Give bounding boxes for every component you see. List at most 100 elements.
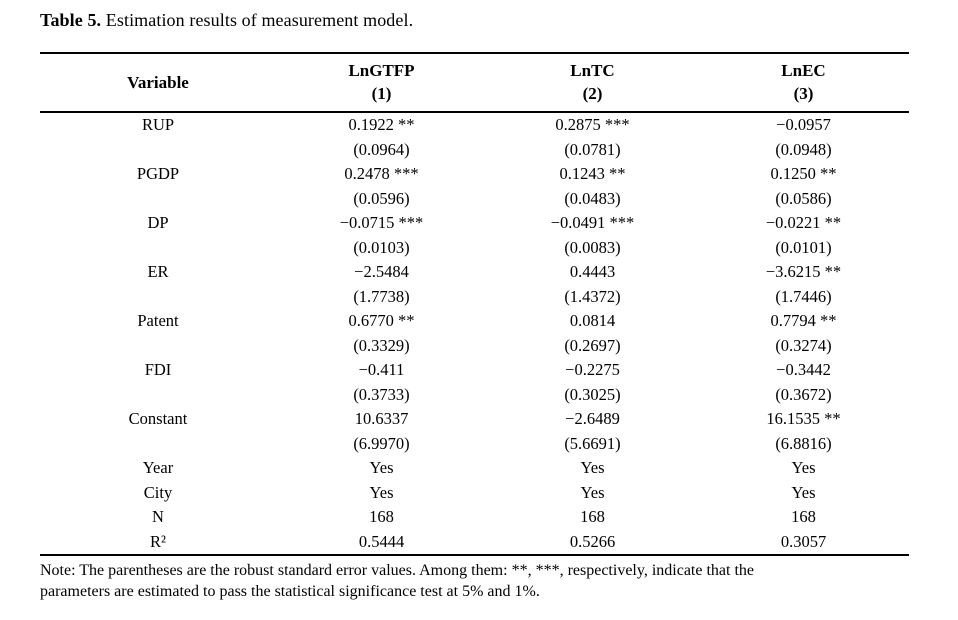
value-cell: (0.3733) [353, 384, 410, 404]
variable-cell [40, 383, 276, 408]
table-row: (0.0964) (0.0781) (0.0948) [40, 138, 909, 163]
value-cell: −0.2275 [565, 360, 620, 379]
value-cell: Yes [580, 482, 605, 502]
variable-cell: ER [147, 262, 169, 281]
variable-cell: RUP [141, 115, 175, 134]
table-note-line2: parameters are estimated to pass the sta… [40, 583, 540, 600]
table-caption: Table 5. Estimation results of measureme… [40, 10, 413, 31]
value-cell: 168 [791, 507, 816, 526]
value-cell: 168 [369, 507, 394, 526]
variable-cell [40, 138, 276, 163]
value-cell: (1.4372) [564, 286, 621, 306]
value-cell: (6.9970) [353, 433, 410, 453]
value-cell: 0.6770 ** [348, 311, 415, 330]
table-row: (0.0596) (0.0483) (0.0586) [40, 187, 909, 212]
variable-cell [40, 236, 276, 261]
value-cell: 0.7794 ** [770, 311, 837, 330]
value-cell: (0.3329) [353, 335, 410, 355]
variable-cell [40, 285, 276, 310]
value-cell: 0.1922 ** [348, 115, 415, 134]
value-cell: 0.2875 *** [555, 115, 630, 134]
table-caption-label: Table 5. [40, 10, 102, 30]
value-cell: 168 [580, 507, 605, 526]
value-cell: −3.6215 ** [765, 262, 842, 281]
value-cell: Yes [369, 458, 394, 477]
table-row: (0.0103) (0.0083) (0.0101) [40, 236, 909, 261]
header-lngtfp-number: (1) [371, 83, 392, 103]
value-cell: (1.7446) [775, 286, 832, 306]
value-cell: 16.1535 ** [766, 409, 841, 428]
value-cell: Yes [580, 458, 605, 477]
header-lntc-number: (2) [582, 83, 603, 103]
value-cell: 0.1250 ** [770, 164, 837, 183]
value-cell: −0.0221 ** [765, 213, 842, 232]
table-row: DP −0.0715 *** −0.0491 *** −0.0221 ** [40, 211, 909, 236]
variable-cell: Patent [137, 311, 179, 330]
value-cell: (0.0586) [775, 188, 832, 208]
header-lnec-number: (3) [793, 83, 814, 103]
variable-cell [40, 187, 276, 212]
value-cell: (0.3025) [564, 384, 621, 404]
table-row: Patent 0.6770 ** 0.0814 0.7794 ** [40, 309, 909, 334]
value-cell: 0.0814 [569, 311, 616, 330]
table-note-line1: Note: The parentheses are the robust sta… [40, 562, 754, 579]
header-variable: Variable [40, 53, 276, 113]
table-row: (1.7738) (1.4372) (1.7446) [40, 285, 909, 310]
value-cell: Yes [369, 482, 394, 502]
value-cell: Yes [791, 482, 816, 502]
header-row: Variable LnGTFP (1) LnTC (2) LnEC (3) [40, 53, 909, 113]
value-cell: (1.7738) [353, 286, 410, 306]
table-row: R² 0.5444 0.5266 0.3057 [40, 530, 909, 556]
header-lngtfp-name: LnGTFP [348, 60, 415, 80]
value-cell: −0.411 [358, 360, 405, 379]
table-row: Year Yes Yes Yes [40, 456, 909, 481]
value-cell: 0.2478 *** [344, 164, 419, 183]
header-lngtfp: LnGTFP (1) [276, 53, 487, 113]
value-cell: (0.0083) [564, 237, 621, 257]
table-row: RUP 0.1922 ** 0.2875 *** −0.0957 [40, 112, 909, 138]
value-cell: Yes [791, 458, 816, 477]
table-row: N 168 168 168 [40, 505, 909, 530]
table-caption-text: Estimation results of measurement model. [105, 10, 414, 30]
value-cell: (5.6691) [564, 433, 621, 453]
value-cell: −0.3442 [776, 360, 831, 379]
value-cell: (0.0483) [564, 188, 621, 208]
variable-cell: FDI [144, 360, 172, 379]
variable-cell: Year [142, 458, 174, 477]
table-row: (0.3329) (0.2697) (0.3274) [40, 334, 909, 359]
value-cell: (0.3274) [775, 335, 832, 355]
table-header: Variable LnGTFP (1) LnTC (2) LnEC (3) [40, 53, 909, 113]
value-cell: 0.1243 ** [559, 164, 626, 183]
value-cell: −2.6489 [565, 409, 620, 428]
table-row: FDI −0.411 −0.2275 −0.3442 [40, 358, 909, 383]
value-cell: (0.0964) [353, 139, 410, 159]
value-cell: −0.0957 [776, 115, 831, 134]
table-note: Note: The parentheses are the robust sta… [40, 560, 940, 602]
value-cell: 0.5266 [569, 531, 616, 551]
variable-cell: PGDP [136, 164, 180, 183]
header-lntc-name: LnTC [570, 60, 615, 80]
variable-cell: DP [147, 213, 169, 232]
value-cell: (0.0101) [775, 237, 832, 257]
value-cell: −2.5484 [354, 262, 409, 281]
variable-cell [40, 432, 276, 457]
value-cell: (0.0781) [564, 139, 621, 159]
value-cell: 0.3057 [780, 531, 827, 551]
table-row: City Yes Yes Yes [40, 481, 909, 506]
value-cell: 0.5444 [358, 531, 405, 551]
value-cell: 0.4443 [569, 262, 616, 281]
table-row: (6.9970) (5.6691) (6.8816) [40, 432, 909, 457]
variable-cell [40, 334, 276, 359]
header-lntc: LnTC (2) [487, 53, 698, 113]
results-table: Variable LnGTFP (1) LnTC (2) LnEC (3) [40, 52, 909, 556]
value-cell: 10.6337 [354, 409, 409, 428]
table-row: ER −2.5484 0.4443 −3.6215 ** [40, 260, 909, 285]
value-cell: (0.0103) [353, 237, 410, 257]
variable-cell: City [143, 482, 173, 502]
variable-cell: N [152, 507, 164, 526]
value-cell: (0.0596) [353, 188, 410, 208]
value-cell: −0.0715 *** [339, 213, 424, 232]
value-cell: −0.0491 *** [550, 213, 635, 232]
variable-cell: Constant [128, 409, 188, 428]
